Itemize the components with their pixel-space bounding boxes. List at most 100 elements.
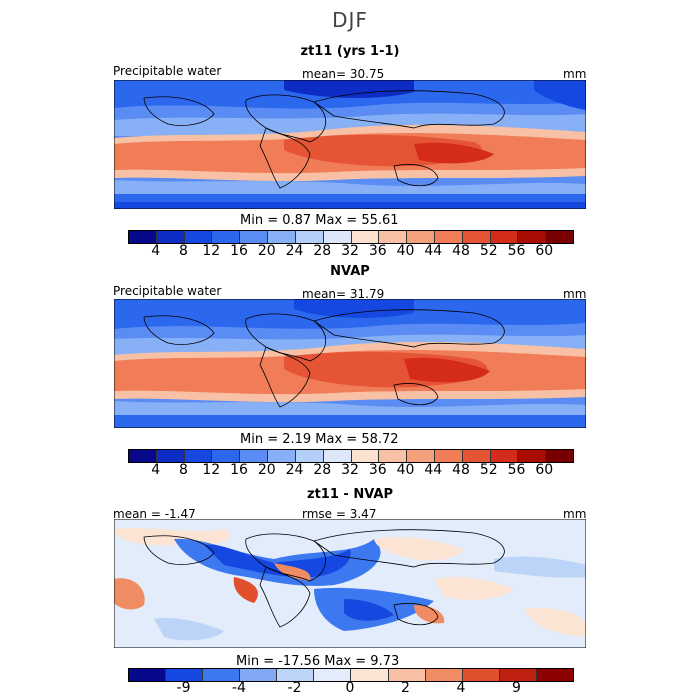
colorbar-swatch bbox=[407, 450, 435, 462]
panel-2-left-label: Precipitable water bbox=[113, 284, 222, 298]
colorbar-swatch bbox=[129, 669, 167, 681]
panel-2-colorbar bbox=[128, 449, 574, 463]
colorbar-tick-label: 2 bbox=[401, 680, 410, 696]
colorbar-swatch bbox=[490, 231, 519, 243]
panel-3-rmse-label: rmse = 3.47 bbox=[302, 507, 377, 521]
colorbar-swatch bbox=[434, 231, 463, 243]
panel-1-mean-label: mean= 30.75 bbox=[302, 67, 385, 81]
colorbar-tick-label: 40 bbox=[396, 243, 415, 259]
colorbar-tick-label: 16 bbox=[230, 243, 248, 259]
colorbar-tick-label: 52 bbox=[479, 462, 498, 478]
colorbar-swatch bbox=[268, 231, 296, 243]
colorbar-swatch bbox=[462, 669, 500, 681]
colorbar-swatch bbox=[268, 450, 296, 462]
colorbar-swatch bbox=[295, 231, 324, 243]
colorbar-swatch bbox=[407, 231, 435, 243]
colorbar-swatch bbox=[240, 450, 269, 462]
colorbar-tick-label: 4 bbox=[151, 243, 161, 259]
colorbar-tick-label: 12 bbox=[202, 462, 221, 478]
colorbar-swatch bbox=[546, 450, 573, 462]
colorbar-swatch bbox=[351, 450, 380, 462]
colorbar-tick-label: 32 bbox=[341, 462, 359, 478]
colorbar-tick-label: 60 bbox=[535, 243, 554, 259]
colorbar-tick-label: 8 bbox=[179, 462, 188, 478]
panel-2-colorbar-ticks: 4 8 12 16 20 24 28 32 36 40 44 48 52 56 60 bbox=[128, 462, 572, 480]
colorbar-swatch bbox=[323, 231, 352, 243]
colorbar-tick-label: 44 bbox=[424, 462, 443, 478]
colorbar-tick-label: 56 bbox=[507, 462, 526, 478]
colorbar-swatch bbox=[184, 231, 213, 243]
colorbar-tick-label: 60 bbox=[535, 462, 554, 478]
colorbar-tick-label: 4 bbox=[151, 462, 161, 478]
colorbar-tick-label: 32 bbox=[341, 243, 359, 259]
colorbar-tick-label: 12 bbox=[202, 243, 221, 259]
panel-3-title: zt11 - NVAP bbox=[307, 487, 393, 502]
panel-1-colorbar-ticks: 4 8 12 16 20 24 28 32 36 40 44 48 52 56 60 bbox=[128, 243, 572, 261]
panel-1-map bbox=[114, 80, 586, 209]
colorbar-swatch bbox=[314, 669, 352, 681]
colorbar-tick-label: 48 bbox=[452, 462, 470, 478]
colorbar-swatch bbox=[379, 450, 408, 462]
panel-3-mean-label: mean = -1.47 bbox=[113, 507, 196, 521]
colorbar-swatch bbox=[156, 450, 185, 462]
colorbar-swatch bbox=[166, 669, 204, 681]
panel-3-map bbox=[114, 519, 586, 648]
colorbar-swatch bbox=[499, 669, 537, 681]
colorbar-tick-label: 24 bbox=[285, 243, 304, 259]
colorbar-swatch bbox=[379, 231, 408, 243]
colorbar-swatch bbox=[462, 450, 491, 462]
colorbar-tick-label: 44 bbox=[424, 243, 443, 259]
colorbar-swatch bbox=[490, 450, 519, 462]
colorbar-tick-label: 16 bbox=[230, 462, 248, 478]
panel-1-title: zt11 (yrs 1-1) bbox=[300, 44, 400, 59]
colorbar-swatch bbox=[518, 450, 547, 462]
colorbar-swatch bbox=[240, 669, 278, 681]
colorbar-swatch bbox=[425, 669, 463, 681]
colorbar-tick-label: 0 bbox=[345, 680, 355, 696]
colorbar-tick-label: 40 bbox=[396, 462, 415, 478]
panel-3-units-label: mm bbox=[563, 507, 587, 521]
colorbar-tick-label: 4 bbox=[456, 680, 466, 696]
colorbar-tick-label: 36 bbox=[368, 243, 387, 259]
colorbar-swatch bbox=[518, 231, 547, 243]
panel-2-stats: Min = 2.19 Max = 58.72 bbox=[240, 432, 399, 447]
colorbar-swatch bbox=[434, 450, 463, 462]
colorbar-swatch bbox=[351, 231, 380, 243]
colorbar-tick-label: 36 bbox=[368, 462, 387, 478]
colorbar-swatch bbox=[184, 450, 213, 462]
colorbar-tick-label: 8 bbox=[179, 243, 188, 259]
colorbar-tick-label: 52 bbox=[479, 243, 498, 259]
colorbar-tick-label: 20 bbox=[257, 243, 276, 259]
colorbar-swatch bbox=[212, 450, 241, 462]
colorbar-swatch bbox=[388, 669, 426, 681]
panel-1-left-label: Precipitable water bbox=[113, 64, 222, 78]
panel-1-stats: Min = 0.87 Max = 55.61 bbox=[240, 213, 399, 228]
colorbar-tick-label: 28 bbox=[313, 243, 332, 259]
colorbar-swatch bbox=[129, 450, 157, 462]
colorbar-swatch bbox=[351, 669, 389, 681]
colorbar-swatch bbox=[240, 231, 269, 243]
colorbar-tick-label: 24 bbox=[285, 462, 304, 478]
colorbar-tick-label: 20 bbox=[257, 462, 276, 478]
colorbar-tick-label: -9 bbox=[176, 680, 191, 696]
colorbar-tick-label: 28 bbox=[313, 462, 332, 478]
colorbar-swatch bbox=[546, 231, 573, 243]
colorbar-swatch bbox=[156, 231, 185, 243]
panel-2-units-label: mm bbox=[563, 287, 587, 301]
panel-2-map bbox=[114, 299, 586, 428]
colorbar-swatch bbox=[536, 669, 573, 681]
colorbar-swatch bbox=[212, 231, 241, 243]
colorbar-tick-label: 48 bbox=[452, 243, 470, 259]
colorbar-swatch bbox=[203, 669, 241, 681]
season-title: DJF bbox=[332, 8, 368, 32]
colorbar-swatch bbox=[462, 231, 491, 243]
panel-1-units-label: mm bbox=[563, 67, 587, 81]
colorbar-swatch bbox=[129, 231, 157, 243]
colorbar-tick-label: 56 bbox=[507, 243, 526, 259]
panel-3-stats: Min = -17.56 Max = 9.73 bbox=[236, 654, 400, 669]
colorbar-swatch bbox=[323, 450, 352, 462]
colorbar-tick-label: 9 bbox=[512, 680, 521, 696]
colorbar-swatch bbox=[295, 450, 324, 462]
colorbar-swatch bbox=[277, 669, 315, 681]
colorbar-tick-label: -4 bbox=[232, 680, 246, 696]
